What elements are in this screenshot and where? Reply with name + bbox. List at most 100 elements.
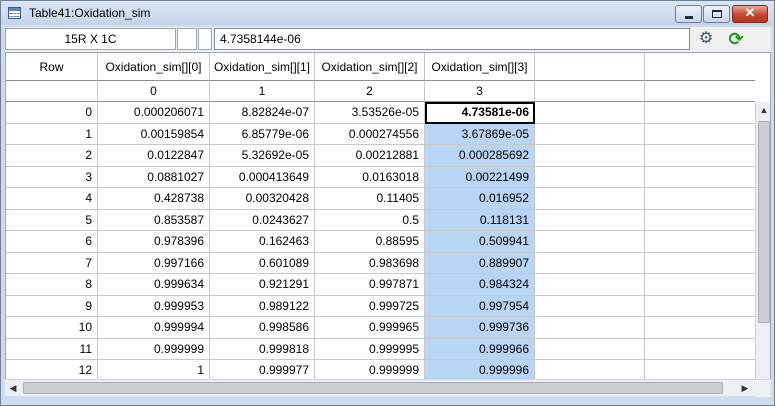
table-cell[interactable]: 0.999634 xyxy=(98,274,210,296)
table-cell[interactable]: 0.0122847 xyxy=(98,145,210,167)
table-cell[interactable] xyxy=(535,145,645,167)
table-cell[interactable]: 0.978396 xyxy=(98,231,210,253)
table-cell[interactable] xyxy=(535,274,645,296)
scroll-left-icon[interactable]: ◀ xyxy=(9,383,17,393)
table-cell[interactable]: 0.0243627 xyxy=(210,209,315,231)
vertical-scrollbar[interactable]: ▲ ▼ xyxy=(755,102,770,395)
table-cell[interactable]: 0.0881027 xyxy=(98,166,210,188)
column-header[interactable]: Oxidation_sim[][3] xyxy=(425,53,535,81)
table-cell[interactable]: 8.82824e-07 xyxy=(210,102,315,124)
row-index-cell[interactable]: 1 xyxy=(6,123,98,145)
table-cell[interactable] xyxy=(535,317,645,339)
row-index-cell[interactable]: 7 xyxy=(6,252,98,274)
table-cell[interactable]: 0.000274556 xyxy=(315,123,425,145)
row-index-cell[interactable]: 0 xyxy=(6,102,98,124)
column-header[interactable]: Oxidation_sim[][1] xyxy=(210,53,315,81)
column-index-cell[interactable] xyxy=(535,81,645,102)
table-cell[interactable]: 0.997871 xyxy=(315,274,425,296)
table-cell[interactable] xyxy=(535,338,645,360)
table-cell[interactable]: 0.5 xyxy=(315,209,425,231)
horizontal-scrollbar[interactable]: ◀ ▶ xyxy=(5,379,771,397)
table-cell[interactable] xyxy=(645,296,755,317)
table-cell[interactable]: 0.162463 xyxy=(210,231,315,253)
row-index-cell[interactable]: 3 xyxy=(6,166,98,188)
scroll-up-icon[interactable]: ▲ xyxy=(759,105,769,115)
table-cell[interactable]: 0.998586 xyxy=(210,317,315,339)
row-index-cell[interactable]: 5 xyxy=(6,209,98,231)
table-cell[interactable]: 0.0163018 xyxy=(315,166,425,188)
table-cell[interactable] xyxy=(645,253,755,274)
column-index-cell[interactable]: 0 xyxy=(98,81,210,102)
table-cell[interactable]: 0.999999 xyxy=(98,338,210,360)
row-index-cell[interactable]: 10 xyxy=(6,317,98,339)
table-cell[interactable]: 3.67869e-05 xyxy=(425,123,535,145)
table-cell[interactable]: 6.85779e-06 xyxy=(210,123,315,145)
table-cell[interactable]: 0.999966 xyxy=(425,338,535,360)
table-cell[interactable]: 0.999994 xyxy=(98,317,210,339)
table-cell[interactable]: 0.999995 xyxy=(315,338,425,360)
row-index-cell[interactable]: 9 xyxy=(6,295,98,317)
table-cell[interactable]: 0.999725 xyxy=(315,295,425,317)
table-cell[interactable]: 0.000413649 xyxy=(210,166,315,188)
table-cell[interactable]: 0.999953 xyxy=(98,295,210,317)
selector-box-2[interactable] xyxy=(198,28,212,50)
table-cell[interactable]: 0.11405 xyxy=(315,188,425,210)
table-cell[interactable]: 0.00320428 xyxy=(210,188,315,210)
table-cell[interactable] xyxy=(535,295,645,317)
table-cell[interactable] xyxy=(535,188,645,210)
table-cell[interactable]: 0.997954 xyxy=(425,295,535,317)
table-cell[interactable] xyxy=(535,209,645,231)
table-cell[interactable]: 0.00212881 xyxy=(315,145,425,167)
refresh-icon[interactable]: ⟳ xyxy=(728,29,744,49)
table-cell[interactable]: 0.118131 xyxy=(425,209,535,231)
table-cell[interactable] xyxy=(645,145,755,167)
horizontal-scroll-thumb[interactable] xyxy=(23,382,723,394)
column-index-cell[interactable]: 2 xyxy=(315,81,425,102)
table-cell[interactable]: 5.32692e-05 xyxy=(210,145,315,167)
data-grid[interactable]: Row Oxidation_sim[][0] Oxidation_sim[][1] O… xyxy=(5,52,771,396)
table-cell[interactable]: 0.428738 xyxy=(98,188,210,210)
column-header[interactable]: Oxidation_sim[][2] xyxy=(315,53,425,81)
maximize-button[interactable] xyxy=(703,5,730,23)
table-cell[interactable]: 0.000206071 xyxy=(98,102,210,124)
selector-box[interactable] xyxy=(177,28,197,50)
table-cell[interactable]: 0.984324 xyxy=(425,274,535,296)
column-header[interactable]: Oxidation_sim[][0] xyxy=(98,53,210,81)
table-cell[interactable] xyxy=(535,166,645,188)
table-cell[interactable] xyxy=(645,339,755,360)
row-header[interactable]: Row xyxy=(6,53,98,81)
table-cell[interactable] xyxy=(535,231,645,253)
close-button[interactable]: ✕ xyxy=(732,5,768,23)
table-cell[interactable]: 3.53526e-05 xyxy=(315,102,425,124)
table-cell[interactable]: 0.016952 xyxy=(425,188,535,210)
table-cell[interactable]: 0.983698 xyxy=(315,252,425,274)
gear-icon[interactable]: ⚙ xyxy=(698,30,714,47)
table-cell[interactable] xyxy=(645,124,755,145)
table-cell[interactable]: 0.989122 xyxy=(210,295,315,317)
table-cell[interactable]: 0.999736 xyxy=(425,317,535,339)
row-index-cell[interactable]: 2 xyxy=(6,145,98,167)
table-cell[interactable] xyxy=(645,188,755,210)
table-cell[interactable]: 0.00221499 xyxy=(425,166,535,188)
row-index-cell[interactable]: 8 xyxy=(6,274,98,296)
table-cell[interactable]: 0.000285692 xyxy=(425,145,535,167)
scroll-right-icon[interactable]: ▶ xyxy=(741,383,749,393)
table-cell[interactable]: 0.853587 xyxy=(98,209,210,231)
cell-value-field[interactable]: 4.7358144e-06 xyxy=(214,28,690,50)
table-cell[interactable] xyxy=(645,231,755,253)
table-cell[interactable] xyxy=(645,274,755,296)
table-cell[interactable]: 0.997166 xyxy=(98,252,210,274)
vertical-scroll-thumb[interactable] xyxy=(758,121,770,323)
row-index-cell[interactable]: 6 xyxy=(6,231,98,253)
table-cell[interactable]: 0.509941 xyxy=(425,231,535,253)
column-index-cell[interactable]: 1 xyxy=(210,81,315,102)
table-cell[interactable]: 0.601089 xyxy=(210,252,315,274)
table-cell[interactable] xyxy=(645,167,755,188)
column-header[interactable] xyxy=(645,53,755,81)
minimize-button[interactable] xyxy=(675,5,702,23)
table-cell[interactable]: 0.889907 xyxy=(425,252,535,274)
column-header[interactable] xyxy=(535,53,645,81)
table-cell[interactable] xyxy=(645,317,755,339)
table-cell[interactable]: 4.73581e-06 xyxy=(425,102,535,124)
table-cell[interactable]: 0.88595 xyxy=(315,231,425,253)
